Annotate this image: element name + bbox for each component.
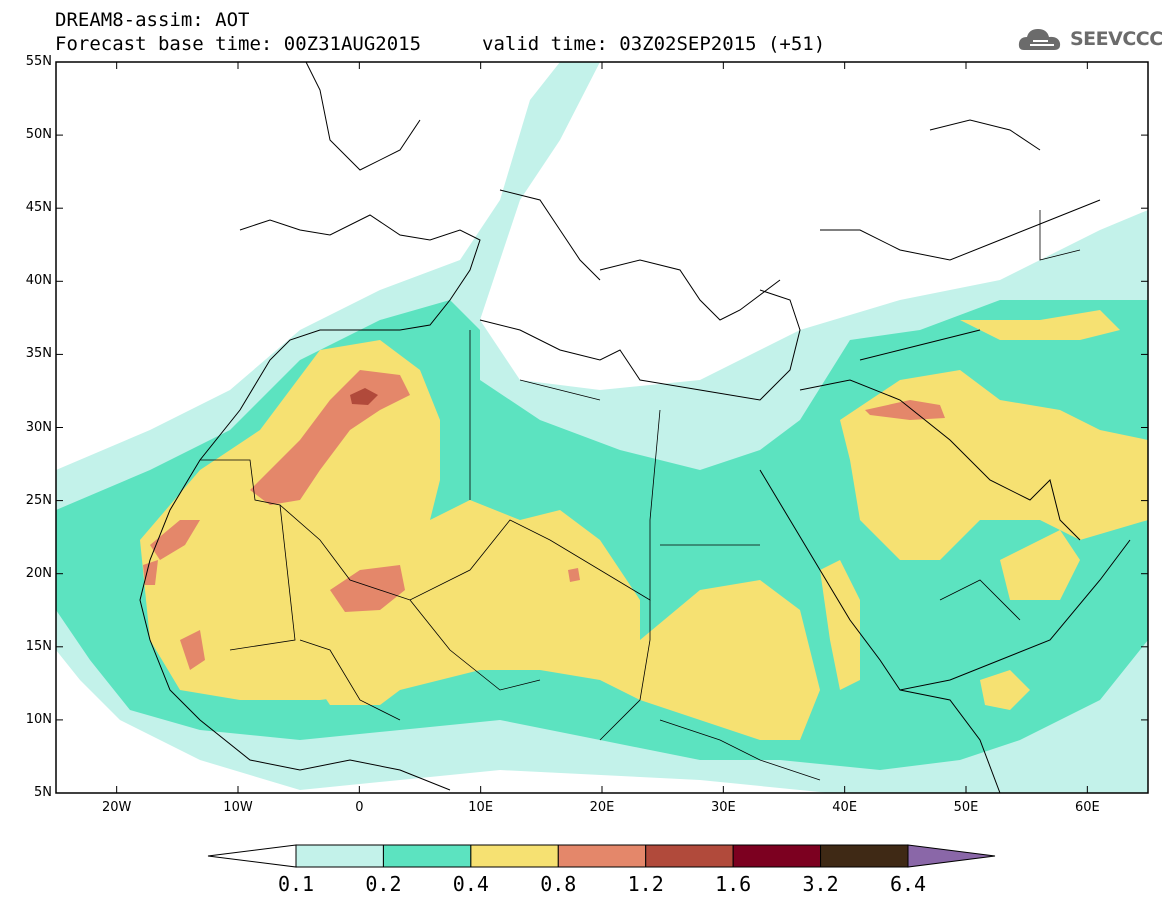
lat-label: 15N [25, 638, 52, 654]
colorbar-label: 0.1 [277, 872, 315, 896]
colorbar-label: 3.2 [802, 872, 839, 896]
coastlines [139, 62, 1131, 793]
lon-label: 50E [953, 800, 979, 815]
colorbar-swatch [645, 844, 734, 868]
colorbar-swatch [295, 844, 384, 868]
colorbar-label: 6.4 [889, 872, 927, 896]
colorbar-over-triangle [907, 844, 996, 868]
lat-label: 10N [25, 711, 52, 727]
lon-label: 30E [710, 800, 736, 815]
colorbar-label: 0.4 [452, 872, 489, 896]
lon-label: 10E [468, 800, 494, 815]
logo-text: SEEVCCC [1070, 28, 1163, 50]
lon-label: 10W [223, 800, 253, 815]
lat-label: 45N [25, 200, 52, 216]
aot-level-1.2 [350, 388, 378, 405]
colorbar-label: 0.2 [365, 872, 402, 896]
colorbar-swatch [557, 844, 647, 868]
lat-label: 40N [25, 273, 52, 289]
lat-label: 25N [25, 492, 52, 508]
lat-label: 55N [25, 54, 52, 69]
colorbar-under-triangle [207, 844, 297, 868]
lon-label: 60E [1074, 800, 1100, 815]
lat-label: 20N [25, 565, 52, 581]
colorbar [207, 844, 996, 868]
colorbar-swatch [732, 844, 822, 868]
colorbar-swatch [470, 844, 559, 868]
lat-label: 30N [25, 419, 52, 435]
lat-label: 50N [25, 127, 52, 143]
colorbar-label: 0.8 [540, 872, 577, 896]
lat-label: 35N [25, 346, 52, 362]
lon-label: 20W [101, 800, 132, 815]
cloud-icon [1018, 29, 1061, 50]
lon-label: 40E [832, 800, 858, 815]
country-borders [200, 210, 1081, 781]
colorbar-label: 1.6 [715, 872, 752, 896]
seevccc-logo: SEEVCCC [1018, 24, 1163, 56]
axis-ticks [56, 61, 1148, 794]
lon-label: 0 [355, 800, 364, 815]
lon-label: 20E [589, 800, 615, 815]
colorbar-swatch [382, 844, 472, 868]
valid-time: valid time: 03Z02SEP2015 (+51) [482, 33, 826, 55]
map-title: DREAM8-assim: AOT [55, 9, 250, 31]
forecast-base-time: Forecast base time: 00Z31AUG2015 [55, 33, 422, 55]
colorbar-swatch [820, 844, 909, 868]
colorbar-label: 1.2 [627, 872, 664, 896]
lat-label: 5N [34, 785, 52, 800]
aot-level-0.8 [143, 370, 945, 670]
